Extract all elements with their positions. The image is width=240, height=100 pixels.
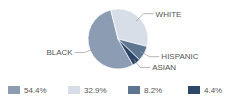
legend-swatch xyxy=(68,86,80,94)
legend-swatch xyxy=(128,86,140,94)
legend-label: 54.4% xyxy=(24,86,47,95)
slice-label: HISPANIC xyxy=(161,52,198,61)
leader-line xyxy=(134,59,150,67)
legend-label: 4.4% xyxy=(204,86,222,95)
leader-line xyxy=(75,49,95,53)
slice-labels: BLACK WHITE HISPANIC ASIAN xyxy=(46,9,198,72)
chart: BLACK WHITE HISPANIC ASIAN 54.4% 32.9% 8.2% 4.4… xyxy=(0,0,240,100)
legend-label: 8.2% xyxy=(144,86,162,95)
leader-line xyxy=(136,14,153,21)
slice-label: ASIAN xyxy=(152,63,176,72)
pie-slice xyxy=(118,39,140,65)
legend-label: 32.9% xyxy=(84,86,107,95)
legend: 54.4% 32.9% 8.2% 4.4% xyxy=(8,86,222,95)
slice-label: WHITE xyxy=(156,9,182,18)
legend-swatch xyxy=(188,86,200,94)
slice-label: BLACK xyxy=(46,48,73,57)
legend-swatch xyxy=(8,86,20,94)
leader-line xyxy=(140,52,159,57)
